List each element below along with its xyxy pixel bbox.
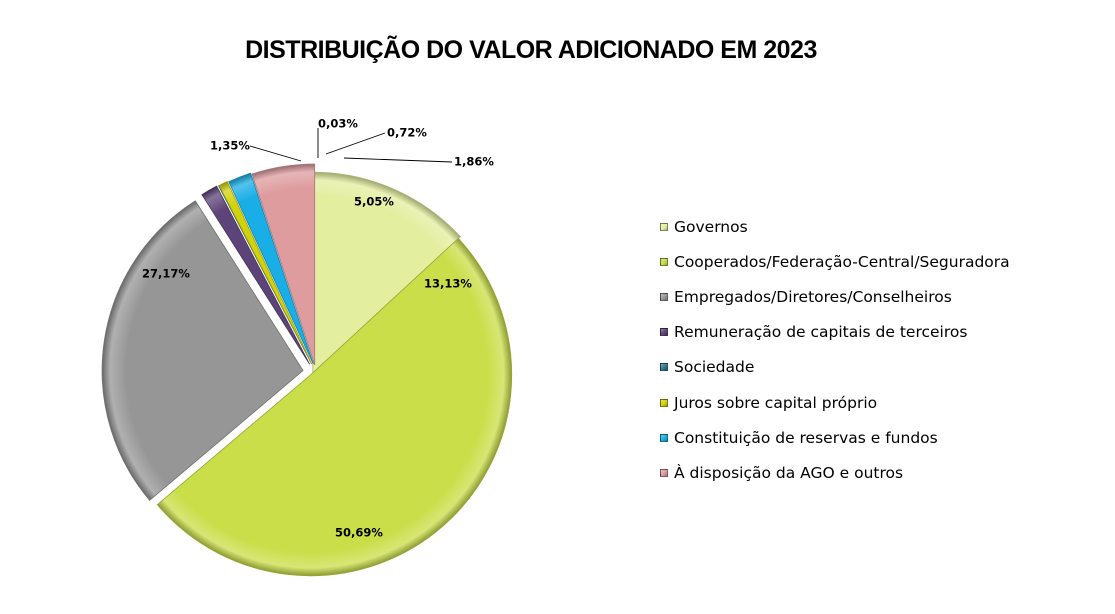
legend-label: Remuneração de capitais de terceiros xyxy=(674,323,968,342)
legend-swatch xyxy=(660,398,668,407)
data-label: 13,13% xyxy=(424,277,472,291)
data-label: 1,86% xyxy=(454,155,494,169)
pie-slice xyxy=(201,185,311,365)
legend-swatch xyxy=(660,468,668,477)
pie-slice xyxy=(251,163,316,366)
pie-slice xyxy=(228,172,314,365)
leader-line xyxy=(325,132,386,155)
legend: Governos Cooperados/Federação-Central/Seg… xyxy=(660,209,1100,491)
legend-label: Constituição de reservas e fundos xyxy=(674,428,938,447)
legend-swatch xyxy=(660,222,668,231)
legend-swatch xyxy=(660,363,668,372)
data-label: 27,17% xyxy=(142,267,190,281)
legend-item: Constituição de reservas e fundos xyxy=(660,420,1100,455)
legend-label: Cooperados/Federação-Central/Seguradora xyxy=(674,252,1010,271)
legend-item: Juros sobre capital próprio xyxy=(660,385,1100,420)
data-label: 0,03% xyxy=(318,117,358,131)
pie-slice xyxy=(101,200,304,501)
legend-item: Empregados/Diretores/Conselheiros xyxy=(660,279,1100,314)
leader-line xyxy=(343,157,453,163)
legend-swatch xyxy=(660,292,668,301)
legend-item: Sociedade xyxy=(660,350,1100,385)
chart-title: DISTRIBUIÇÃO DO VALOR ADICIONADO EM 2023 xyxy=(245,36,817,64)
leader-line xyxy=(249,145,302,162)
legend-swatch xyxy=(660,257,668,266)
legend-item: Cooperados/Federação-Central/Seguradora xyxy=(660,244,1100,279)
legend-label: À disposição da AGO e outros xyxy=(674,463,904,482)
pie-slice xyxy=(218,181,313,365)
legend-item: Governos xyxy=(660,209,1100,244)
legend-label: Juros sobre capital próprio xyxy=(674,393,878,412)
data-label: 1,35% xyxy=(210,139,250,153)
legend-label: Sociedade xyxy=(674,358,755,377)
pie-slice xyxy=(312,171,462,375)
legend-item: Remuneração de capitais de terceiros xyxy=(660,315,1100,350)
legend-swatch xyxy=(660,328,668,337)
data-label: 0,72% xyxy=(387,126,427,140)
legend-item: À disposição da AGO e outros xyxy=(660,455,1100,490)
data-label: 5,05% xyxy=(354,195,394,209)
legend-swatch xyxy=(660,433,668,442)
legend-label: Governos xyxy=(674,217,748,236)
legend-label: Empregados/Diretores/Conselheiros xyxy=(674,287,952,306)
pie-slice xyxy=(156,237,513,577)
data-label: 50,69% xyxy=(335,526,383,540)
